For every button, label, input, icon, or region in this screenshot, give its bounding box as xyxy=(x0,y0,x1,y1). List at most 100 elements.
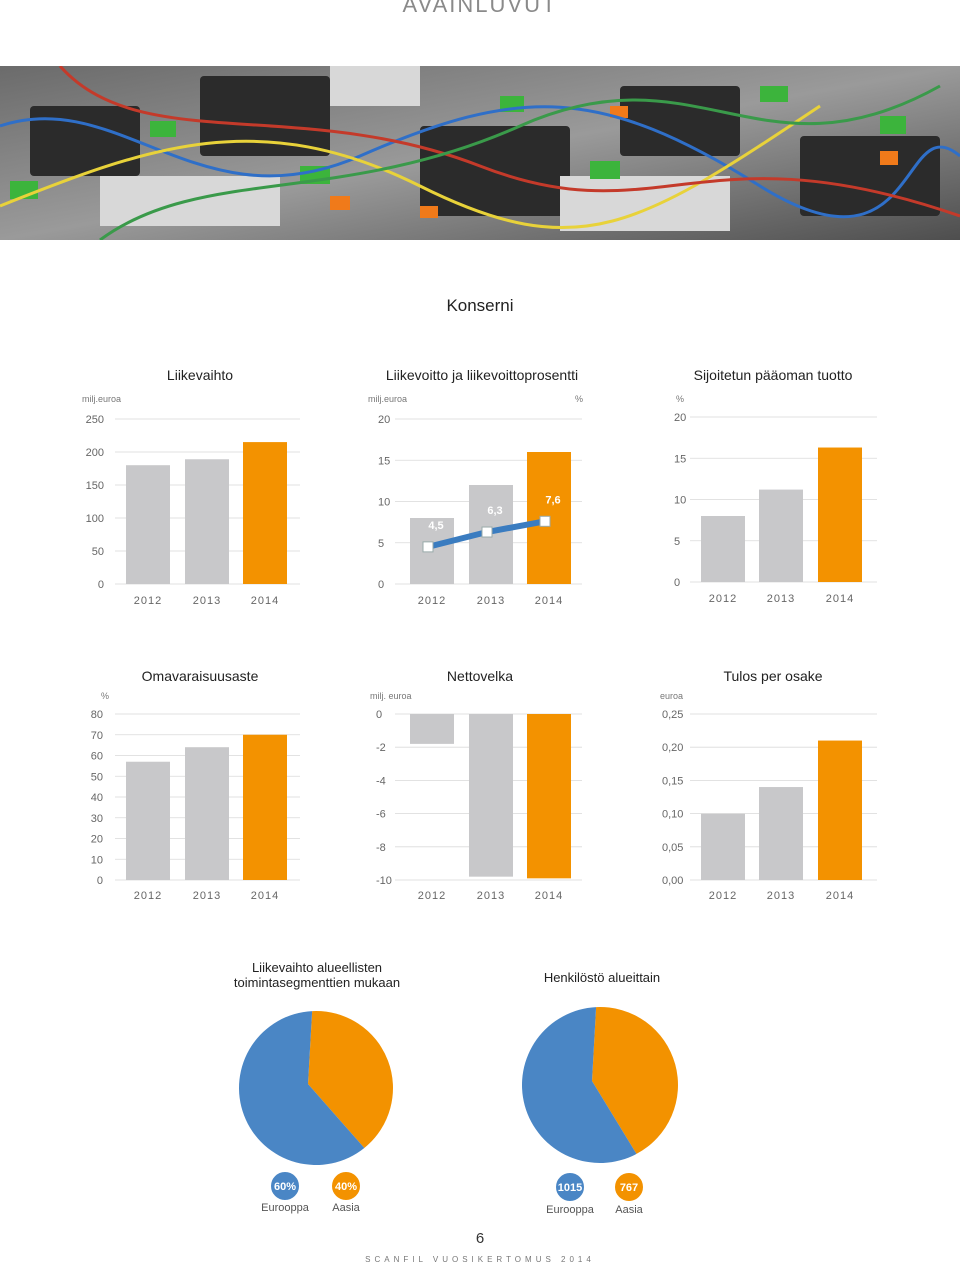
x-tick-label: 2012 xyxy=(134,595,162,607)
section-title: Konserni xyxy=(446,296,514,315)
y-tick-label: 200 xyxy=(86,447,104,459)
bar-2012 xyxy=(126,761,170,880)
x-tick-label: 2012 xyxy=(134,890,162,902)
y-axis-unit: euroa xyxy=(660,691,683,701)
pie-title-line: toimintasegmenttien mukaan xyxy=(234,975,400,990)
y-tick-label: 0 xyxy=(674,577,680,589)
page-header-title: AVAINLUVUT xyxy=(402,0,558,17)
y-tick-label: 0,20 xyxy=(662,742,683,754)
y-tick-label: 0 xyxy=(98,579,104,591)
y-tick-label: 80 xyxy=(91,709,103,721)
x-tick-label: 2014 xyxy=(535,595,563,607)
y-tick-label: -2 xyxy=(376,742,386,754)
footer-text: SCANFIL VUOSIKERTOMUS 2014 xyxy=(365,1255,595,1264)
y-tick-label: 20 xyxy=(378,414,390,426)
pie-slice-Aasia xyxy=(592,1006,678,1154)
y-tick-label: 10 xyxy=(674,495,686,507)
pie-title: Henkilöstö alueittain xyxy=(544,970,660,985)
line-point xyxy=(539,515,551,527)
pie-value-label: 60% xyxy=(274,1181,296,1193)
bar-2013 xyxy=(759,787,803,880)
bar-2013 xyxy=(185,459,229,584)
y-axis-unit: milj.euroa xyxy=(82,394,121,404)
y-tick-label: 15 xyxy=(674,453,686,465)
y-tick-label: 150 xyxy=(86,480,104,492)
pie-category-label: Eurooppa xyxy=(261,1202,310,1214)
chart-title: Sijoitetun pääoman tuotto xyxy=(694,367,853,383)
line-point xyxy=(422,541,434,553)
pie-value-label: 767 xyxy=(620,1182,638,1194)
value-badge xyxy=(330,1170,362,1202)
bar-2012 xyxy=(126,465,170,584)
y-tick-label: 0,15 xyxy=(662,775,683,787)
x-tick-label: 2012 xyxy=(418,595,446,607)
page-number: 6 xyxy=(475,1230,485,1247)
pie-value-label: 40% xyxy=(335,1181,357,1193)
x-tick-label: 2014 xyxy=(251,595,279,607)
pie-slice-Aasia xyxy=(308,1011,394,1148)
x-tick-label: 2014 xyxy=(826,890,854,902)
y-tick-label: 5 xyxy=(378,538,384,550)
x-tick-label: 2013 xyxy=(193,595,221,607)
y-axis-unit: milj.euroa xyxy=(368,394,407,404)
bar-2012 xyxy=(701,813,745,880)
x-tick-label: 2014 xyxy=(251,890,279,902)
y-tick-label: 15 xyxy=(378,455,390,467)
y-tick-label: 0,25 xyxy=(662,709,683,721)
value-badge xyxy=(613,1171,645,1203)
y-tick-label: 5 xyxy=(674,536,680,548)
y-axis-unit: % xyxy=(101,691,109,701)
y-axis-unit: % xyxy=(676,394,684,404)
y-axis-unit: milj. euroa xyxy=(370,691,412,701)
x-tick-label: 2012 xyxy=(709,890,737,902)
bar-2013 xyxy=(759,489,803,582)
y2-axis-unit: % xyxy=(575,394,583,404)
y-tick-label: 30 xyxy=(91,813,103,825)
pie-category-label: Aasia xyxy=(332,1202,360,1214)
bar-2014 xyxy=(243,734,287,880)
y-tick-label: 10 xyxy=(378,497,390,509)
y-tick-label: 0,05 xyxy=(662,842,683,854)
value-badge xyxy=(554,1171,586,1203)
bar-2013 xyxy=(469,714,513,877)
y-tick-label: 20 xyxy=(91,834,103,846)
y-tick-label: 0,10 xyxy=(662,809,683,821)
bar-2014 xyxy=(818,740,862,880)
y-tick-label: 0 xyxy=(378,579,384,591)
y-tick-label: 0,00 xyxy=(662,875,683,887)
y-tick-label: 10 xyxy=(91,854,103,866)
pie-category-label: Aasia xyxy=(615,1204,643,1216)
bar-2013 xyxy=(185,747,229,880)
y-tick-label: 70 xyxy=(91,730,103,742)
x-tick-label: 2013 xyxy=(193,890,221,902)
y-tick-label: 40 xyxy=(91,792,103,804)
y-tick-label: -8 xyxy=(376,842,386,854)
chart-title: Nettovelka xyxy=(447,668,513,684)
pie-category-label: Eurooppa xyxy=(546,1204,595,1216)
x-tick-label: 2013 xyxy=(477,595,505,607)
y-tick-label: 50 xyxy=(91,771,103,783)
line-data-label: 7,6 xyxy=(545,494,560,506)
pie-value-label: 1015 xyxy=(558,1182,582,1194)
bar-2014 xyxy=(818,447,862,582)
pie-title-line: Liikevaihto alueellisten xyxy=(252,960,382,975)
bar-2012 xyxy=(701,516,745,582)
line-data-label: 6,3 xyxy=(487,505,502,517)
x-tick-label: 2012 xyxy=(418,890,446,902)
bar-2014 xyxy=(243,442,287,584)
chart-title: Liikevaihto xyxy=(167,367,233,383)
y-tick-label: 0 xyxy=(376,709,382,721)
x-tick-label: 2014 xyxy=(535,890,563,902)
y-tick-label: 20 xyxy=(674,412,686,424)
y-tick-label: 250 xyxy=(86,414,104,426)
x-tick-label: 2013 xyxy=(477,890,505,902)
y-tick-label: 0 xyxy=(97,875,103,887)
pie-slice-Eurooppa xyxy=(239,1011,365,1165)
x-tick-label: 2013 xyxy=(767,890,795,902)
value-badge xyxy=(269,1170,301,1202)
y-tick-label: -6 xyxy=(376,809,386,821)
chart-title: Omavaraisuusaste xyxy=(142,668,259,684)
chart-title: Liikevoitto ja liikevoittoprosentti xyxy=(386,367,578,383)
x-tick-label: 2014 xyxy=(826,593,854,605)
